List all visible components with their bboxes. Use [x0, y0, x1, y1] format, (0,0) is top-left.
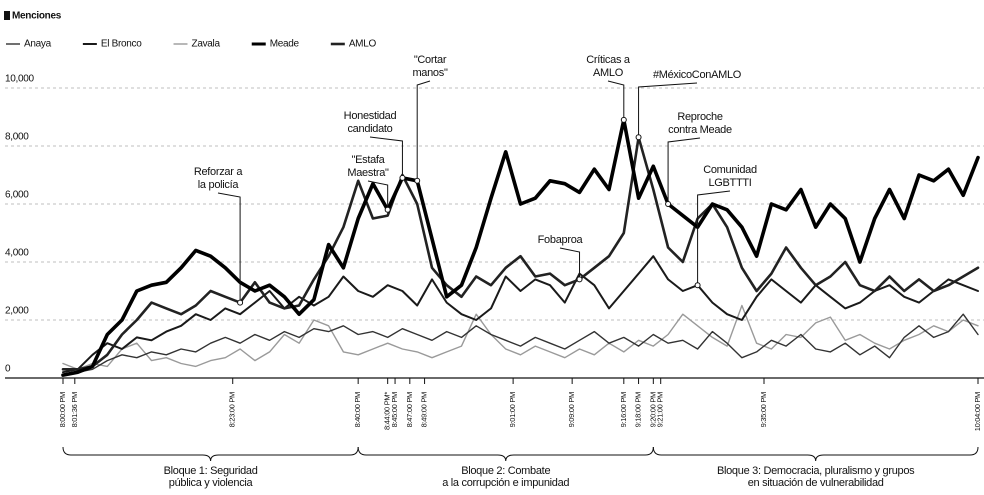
y-tick-label: 2,000 — [5, 306, 29, 317]
annotation-text: Reproche — [677, 111, 722, 123]
annotation-text: "Estafa — [352, 154, 386, 166]
annotation-point — [694, 282, 701, 289]
series-line — [62, 255, 979, 374]
series-line — [61, 136, 980, 371]
block-label: Bloque 2: Combate — [461, 465, 550, 477]
x-tick-label: 8:23:00 PM — [228, 392, 237, 427]
block-label: pública y violencia — [169, 477, 254, 489]
annotation-text: Honestidad — [344, 110, 397, 122]
annotation-point — [384, 206, 391, 213]
y-tick-label: 8,000 — [5, 132, 29, 143]
annotation-text: Reforzar a — [194, 166, 244, 178]
x-tick-label: 8:49:00 PM — [420, 392, 429, 427]
annotation-text: candidato — [347, 123, 392, 135]
annotation-point — [635, 134, 642, 141]
series-line — [61, 118, 980, 377]
annotation-pointer — [416, 80, 431, 181]
annotation-text: manos" — [412, 67, 448, 79]
annotation-point — [237, 299, 244, 306]
legend-label: Meade — [270, 39, 300, 50]
annotation-pointer — [369, 136, 403, 178]
series-line — [62, 313, 979, 376]
block-label: a la corrupción e impunidad — [442, 477, 569, 489]
x-tick-label: 9:21:00 PM — [656, 392, 665, 427]
block-bracket — [652, 446, 979, 462]
series-line — [62, 304, 979, 370]
block-label: Bloque 1: Seguridad — [164, 465, 258, 477]
annotation-text: "Cortar — [414, 54, 447, 66]
x-tick-label: 9:01:00 PM — [508, 392, 517, 427]
annotation-point — [414, 177, 421, 184]
y-axis-label: Menciones — [12, 11, 62, 22]
block-label: en situación de vulnerabilidad — [748, 477, 884, 489]
x-tick-label: 9:18:00 PM — [634, 392, 643, 427]
annotation-pointer — [367, 180, 389, 210]
x-tick-label: 8:47:00 PM — [405, 392, 414, 427]
annotation-text: #MéxicoConAMLO — [653, 69, 742, 81]
annotation-point — [399, 174, 406, 181]
annotation-text: contra Meade — [668, 124, 732, 136]
ylabel-marker — [4, 11, 10, 20]
legend-label: AMLO — [349, 39, 377, 50]
annotation-text: LGBTTTI — [708, 177, 751, 189]
annotation-pointer — [667, 137, 701, 204]
annotation-point — [576, 276, 583, 283]
y-tick-label: 4,000 — [5, 248, 29, 259]
annotation-text: Maestra" — [347, 167, 389, 179]
x-tick-label: 8:45:00 PM — [390, 392, 399, 427]
x-tick-label: 8:01:36 PM — [70, 392, 79, 427]
annotation-point — [665, 201, 672, 207]
x-tick-label: 9:09:00 PM — [567, 392, 576, 427]
block-bracket — [62, 446, 359, 462]
annotation-pointer — [697, 190, 731, 286]
annotation-pointer — [217, 192, 241, 303]
x-tick-label: 8:40:00 PM — [353, 392, 362, 427]
annotation-text: AMLO — [593, 67, 624, 79]
annotation-pointer — [559, 247, 581, 280]
annotation-pointer — [607, 80, 625, 120]
x-tick-label: 9:16:00 PM — [619, 392, 628, 427]
x-tick-label: 9:20:00 PM — [648, 392, 657, 427]
annotation-point — [620, 116, 627, 123]
annotation-text: Comunidad — [703, 164, 757, 176]
y-tick-label: 10,000 — [5, 74, 35, 85]
annotation-text: Fobaproa — [538, 234, 584, 246]
y-tick-label: 6,000 — [5, 190, 29, 201]
x-tick-label: 8:44:00 PM* — [383, 392, 392, 430]
legend-label: Anaya — [24, 39, 52, 50]
annotation-pointer — [638, 82, 698, 138]
x-tick-label: 10:04:00 PM — [973, 392, 982, 431]
block-label: Bloque 3: Democracia, pluralismo y grupo… — [717, 465, 915, 477]
y-tick-label: 0 — [5, 364, 11, 375]
annotation-text: Críticas a — [586, 54, 631, 66]
x-tick-label: 9:35:00 PM — [759, 392, 768, 427]
legend-label: Zavala — [192, 39, 221, 50]
x-tick-label: 8:00:00 PM — [58, 392, 67, 427]
legend-label: El Bronco — [101, 39, 142, 50]
block-bracket — [357, 446, 654, 462]
annotation-text: la policía — [198, 179, 240, 191]
